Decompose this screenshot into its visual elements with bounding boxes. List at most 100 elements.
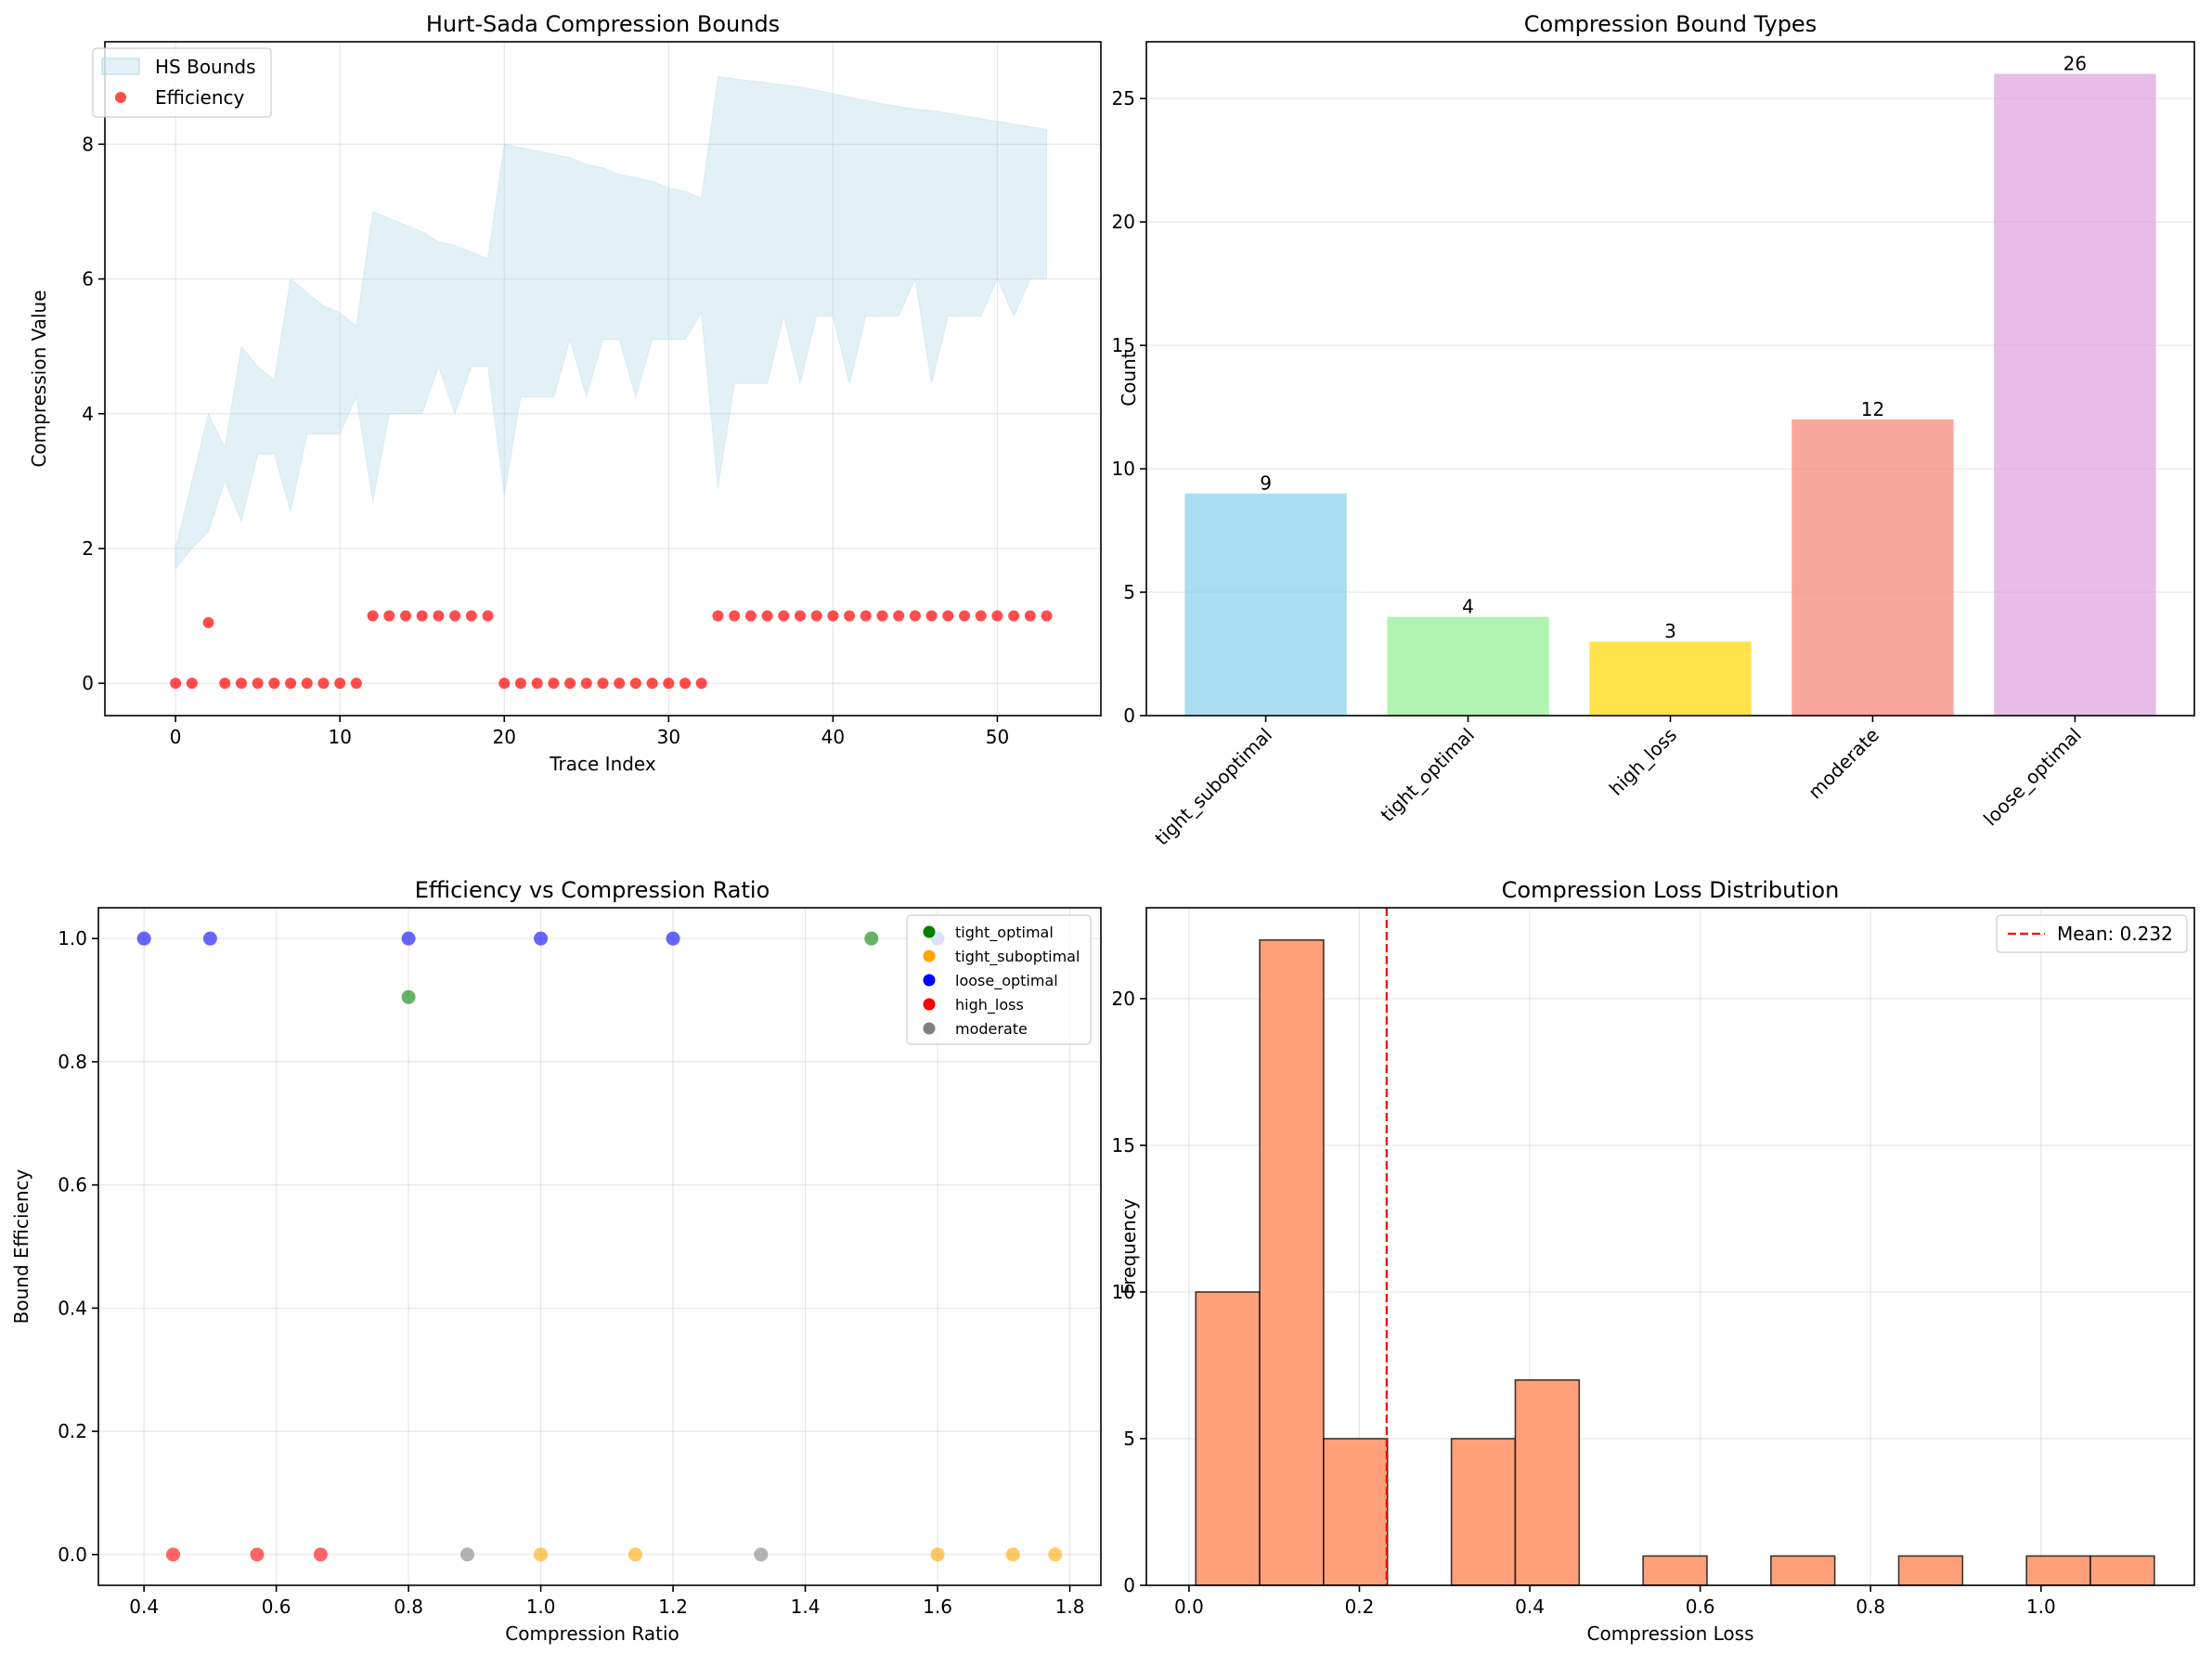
bars: 9 4 3 12 26	[1184, 53, 2156, 717]
x-axis-label: Compression Loss	[1587, 1622, 1754, 1645]
bar-value-label: 3	[1664, 620, 1676, 642]
y-tick-label: 0.0	[58, 1544, 87, 1566]
grid	[105, 42, 1101, 716]
y-tick-label: 25	[1112, 87, 1135, 110]
x-tick-label: 0.4	[1515, 1596, 1545, 1618]
point-moderate	[460, 1547, 475, 1562]
point-tight-optimal	[864, 931, 879, 946]
legend: tight_optimal tight_suboptimal loose_optim…	[906, 914, 1092, 1045]
chart-title: Compression Bound Types	[1524, 11, 1817, 37]
legend-label-tight-optimal: tight_optimal	[955, 924, 1054, 942]
efficiency-point	[219, 678, 231, 690]
efficiency-point	[433, 610, 445, 622]
efficiency-point	[285, 678, 297, 690]
y-axis-label: Bound Efficiency	[10, 1169, 32, 1324]
histogram-bar	[1514, 1378, 1581, 1586]
efficiency-point	[252, 678, 264, 690]
histogram-bar	[1897, 1555, 1964, 1586]
efficiency-point	[301, 678, 313, 690]
legend-label-tight-suboptimal: tight_suboptimal	[955, 948, 1080, 966]
efficiency-point	[712, 610, 724, 622]
point-loose-optimal	[202, 931, 217, 946]
axis-ticks: 0 2 4 6 8 0 10 20 30 40 50	[82, 133, 1009, 748]
legend: HS Bounds Efficiency	[92, 47, 272, 118]
efficiency-point	[334, 678, 346, 690]
loss-distribution-panel: 0 5 10 15 20 0.0 0.2 0.4 0.6 0.8 1.0 Compression L…	[1112, 877, 2195, 1645]
y-tick-label: 15	[1112, 1134, 1135, 1157]
y-tick-label: 15	[1112, 334, 1135, 356]
efficiency-point	[893, 610, 905, 622]
efficiency-point	[1041, 610, 1053, 622]
chart-title: Hurt-Sada Compression Bounds	[426, 11, 780, 37]
efficiency-point	[695, 678, 707, 690]
y-axis-label: Frequency	[1118, 1198, 1140, 1294]
x-tick-label: 40	[821, 726, 845, 748]
efficiency-point	[186, 678, 198, 690]
efficiency-point	[514, 678, 526, 690]
efficiency-point	[367, 610, 379, 622]
y-tick-label: 8	[82, 133, 94, 155]
y-tick-label: 0	[82, 672, 94, 694]
x-tick-label: 0.4	[129, 1596, 159, 1618]
point-loose-optimal	[401, 931, 416, 946]
efficiency-point	[827, 610, 839, 622]
legend: Mean: 0.232	[1996, 914, 2188, 953]
efficiency-ratio-panel: 0.0 0.2 0.4 0.6 0.8 1.0 0.4 0.6 0.8 1.0 1.2 1.4 1.6 1…	[10, 877, 1102, 1645]
x-tick-label: 1.0	[2026, 1596, 2056, 1618]
legend-marker-moderate	[923, 1022, 936, 1035]
efficiency-point	[909, 610, 921, 622]
y-tick-label: 0	[1123, 704, 1135, 727]
efficiency-point	[498, 678, 511, 690]
efficiency-point	[170, 678, 182, 690]
y-tick-label: 0.4	[58, 1297, 87, 1319]
efficiency-point	[1008, 610, 1020, 622]
efficiency-point	[959, 610, 971, 622]
histogram-bar	[1642, 1555, 1708, 1586]
point-tight-optimal	[401, 989, 416, 1004]
point-tight-suboptimal	[627, 1547, 642, 1562]
point-tight-suboptimal	[534, 1547, 549, 1562]
point-loose-optimal	[534, 931, 549, 946]
efficiency-point	[531, 678, 543, 690]
histogram-bar	[1323, 1438, 1389, 1586]
y-tick-label: 0.6	[58, 1174, 87, 1196]
y-tick-label: 0.2	[58, 1420, 87, 1442]
x-tick-label: 0.6	[262, 1596, 291, 1618]
y-axis-label: Count	[1118, 351, 1140, 407]
efficiency-point	[202, 616, 214, 628]
histogram-bar	[2025, 1555, 2091, 1586]
legend-patch-hs-bounds	[101, 58, 140, 75]
efficiency-point	[268, 678, 280, 690]
y-tick-label: 5	[1123, 581, 1135, 603]
efficiency-point	[235, 678, 247, 690]
legend-box	[92, 47, 272, 118]
efficiency-point	[564, 678, 576, 690]
x-tick-label: 0.0	[1174, 1596, 1204, 1618]
histogram-bars	[1195, 938, 2155, 1586]
legend-label-moderate: moderate	[955, 1020, 1028, 1038]
efficiency-point	[646, 678, 658, 690]
histogram-bar	[1770, 1555, 1836, 1586]
efficiency-point	[925, 610, 938, 622]
axis-ticks: 0 5 10 15 20 0.0 0.2 0.4 0.6 0.8 1.0	[1112, 988, 2056, 1618]
x-tick-label: 1.0	[526, 1596, 556, 1618]
point-loose-optimal	[136, 931, 151, 946]
bar-tight-suboptimal	[1184, 493, 1347, 716]
plot-frame	[1145, 907, 2195, 1586]
x-tick-label: 0.6	[1686, 1596, 1715, 1618]
x-tick-label: 10	[328, 726, 351, 748]
bar-tight-optimal	[1387, 616, 1549, 716]
x-tick-label: 1.4	[791, 1596, 821, 1618]
x-axis-label: Trace Index	[549, 753, 656, 775]
x-axis-label: Compression Ratio	[505, 1622, 679, 1645]
y-tick-label: 20	[1112, 211, 1135, 233]
x-tick-label: 1.2	[658, 1596, 688, 1618]
efficiency-point	[942, 610, 954, 622]
legend-marker-loose-optimal	[923, 974, 936, 987]
efficiency-point	[860, 610, 872, 622]
efficiency-point	[744, 610, 757, 622]
efficiency-point	[580, 678, 592, 690]
chart-title: Efficiency vs Compression Ratio	[415, 877, 770, 903]
chart-title: Compression Loss Distribution	[1502, 877, 1840, 903]
efficiency-point	[383, 610, 395, 622]
